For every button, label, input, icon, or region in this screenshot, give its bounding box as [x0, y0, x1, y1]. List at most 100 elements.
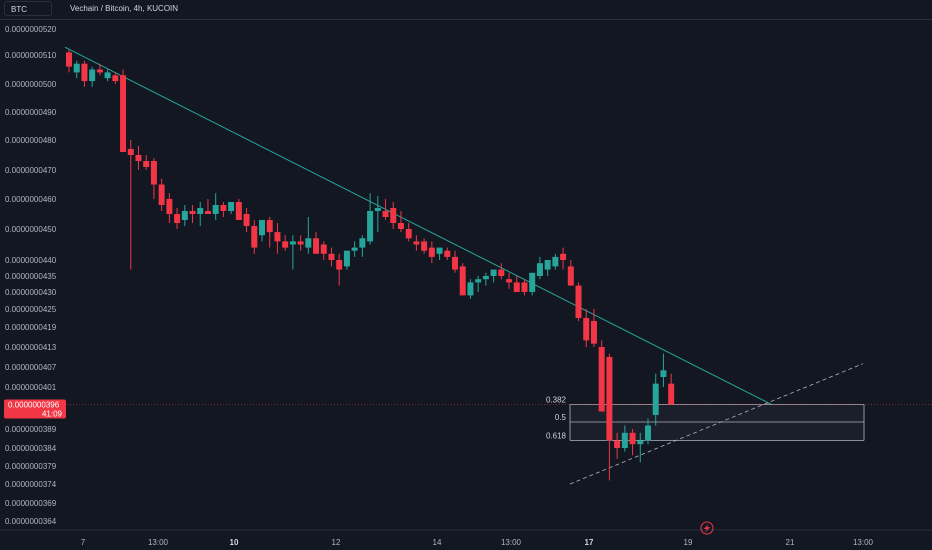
candles — [66, 49, 675, 481]
candle-body — [343, 250, 350, 267]
candle-body — [243, 214, 250, 226]
candle-body — [266, 220, 273, 233]
candle-body — [73, 63, 80, 73]
candle-body — [390, 208, 397, 223]
time-tick-label: 13:00 — [148, 538, 169, 547]
candle-body — [498, 269, 505, 276]
candle-body — [413, 241, 420, 245]
candle-body — [598, 347, 605, 412]
price-tick-label: 0.0000000401 — [5, 383, 57, 392]
time-tick-label: 10 — [230, 538, 239, 547]
candle-body — [204, 211, 211, 214]
header-divider — [0, 19, 932, 20]
price-tick-label: 0.0000000413 — [5, 343, 57, 352]
candle-body — [158, 184, 165, 205]
fib-zone — [570, 404, 864, 441]
candle-body — [506, 279, 513, 283]
price-tick-label: 0.0000000480 — [5, 136, 57, 145]
candle-body — [637, 440, 644, 445]
time-tick-label: 13:00 — [853, 538, 874, 547]
lightning-icon — [700, 521, 714, 535]
price-tick-label: 0.0000000440 — [5, 256, 57, 265]
candle-body — [536, 263, 543, 276]
price-axis: 0.0000000520 0.0000000510 0.0000000500 0.00… — [5, 25, 57, 526]
candle-body — [482, 276, 489, 280]
price-tick-label: 0.0000000460 — [5, 195, 57, 204]
candle-body — [235, 202, 242, 220]
price-tick-label: 0.0000000490 — [5, 108, 57, 117]
time-tick-label: 21 — [786, 538, 795, 547]
candle-body — [127, 149, 134, 155]
price-tick-label: 0.0000000425 — [5, 305, 57, 314]
price-tick-label: 0.0000000419 — [5, 323, 57, 332]
candle-body — [521, 282, 528, 292]
candle-body — [220, 205, 227, 211]
candle-body — [66, 52, 72, 67]
candle-body — [660, 370, 667, 377]
candle-body — [228, 202, 235, 211]
candle-body — [614, 440, 621, 448]
candle-body — [297, 241, 304, 245]
candle-body — [436, 247, 443, 254]
fib-level-label: 0.5 — [555, 413, 567, 422]
candle-body — [567, 266, 574, 286]
candle-body — [583, 318, 590, 341]
candle-body — [359, 238, 366, 248]
candle-body — [513, 282, 520, 292]
candle-body — [181, 211, 188, 220]
candle-body — [320, 244, 327, 254]
candle-body — [560, 253, 567, 260]
candle-body — [120, 75, 127, 152]
fib-level-label: 0.618 — [546, 431, 567, 440]
projection-line — [569, 363, 864, 485]
candle-body — [251, 226, 258, 248]
price-tick-label: 0.0000000510 — [5, 51, 57, 60]
price-tick-label: 0.0000000430 — [5, 288, 57, 297]
candle-body — [351, 247, 358, 251]
candle-body — [428, 247, 435, 257]
candle-body — [575, 285, 582, 318]
candle-body — [150, 161, 157, 185]
candle-body — [89, 69, 96, 82]
candle-body — [313, 238, 320, 254]
candle-body — [444, 250, 451, 257]
candle-body — [629, 432, 636, 445]
candle-body — [166, 199, 173, 214]
time-tick-label: 14 — [433, 538, 442, 547]
time-axis: 7 13:00 10 12 14 13:00 17 19 21 13:00 — [0, 529, 932, 547]
drawing-tools: 0.382 0.5 0.618 — [64, 46, 865, 485]
candle-body — [135, 155, 142, 161]
bar-countdown-label: 41:09 — [42, 410, 63, 419]
candle-body — [382, 211, 389, 217]
time-tick-label: 19 — [684, 538, 693, 547]
time-tick-label: 17 — [585, 538, 594, 547]
candle-body — [529, 272, 536, 292]
price-tick-label: 0.0000000379 — [5, 462, 57, 471]
current-price-tag — [4, 399, 66, 419]
current-price-label: 0.0000000396 — [8, 401, 60, 410]
candle-body — [282, 241, 289, 248]
candle-body — [96, 69, 103, 73]
currency-selector[interactable]: BTC — [4, 1, 52, 16]
price-tick-label: 0.0000000407 — [5, 363, 57, 372]
fib-level-label: 0.382 — [546, 396, 567, 405]
price-tick-label: 0.0000000470 — [5, 166, 57, 175]
price-tick-label: 0.0000000389 — [5, 425, 57, 434]
chart-header: BTC Vechain / Bitcoin, 4h, KUCOIN — [0, 0, 932, 18]
candle-body — [274, 232, 281, 242]
candle-body — [459, 266, 466, 296]
candle-body — [104, 72, 111, 79]
candle-body — [397, 223, 404, 229]
candle-body — [668, 383, 675, 405]
candle-body — [81, 63, 88, 82]
candle-body — [367, 211, 374, 242]
candle-body — [467, 282, 474, 296]
time-tick-label: 7 — [81, 538, 86, 547]
candle-body — [606, 357, 613, 441]
time-tick-label: 13:00 — [501, 538, 522, 547]
candle-body — [374, 208, 381, 211]
candle-body — [143, 161, 150, 167]
candle-body — [590, 321, 597, 344]
candle-body — [197, 208, 204, 214]
